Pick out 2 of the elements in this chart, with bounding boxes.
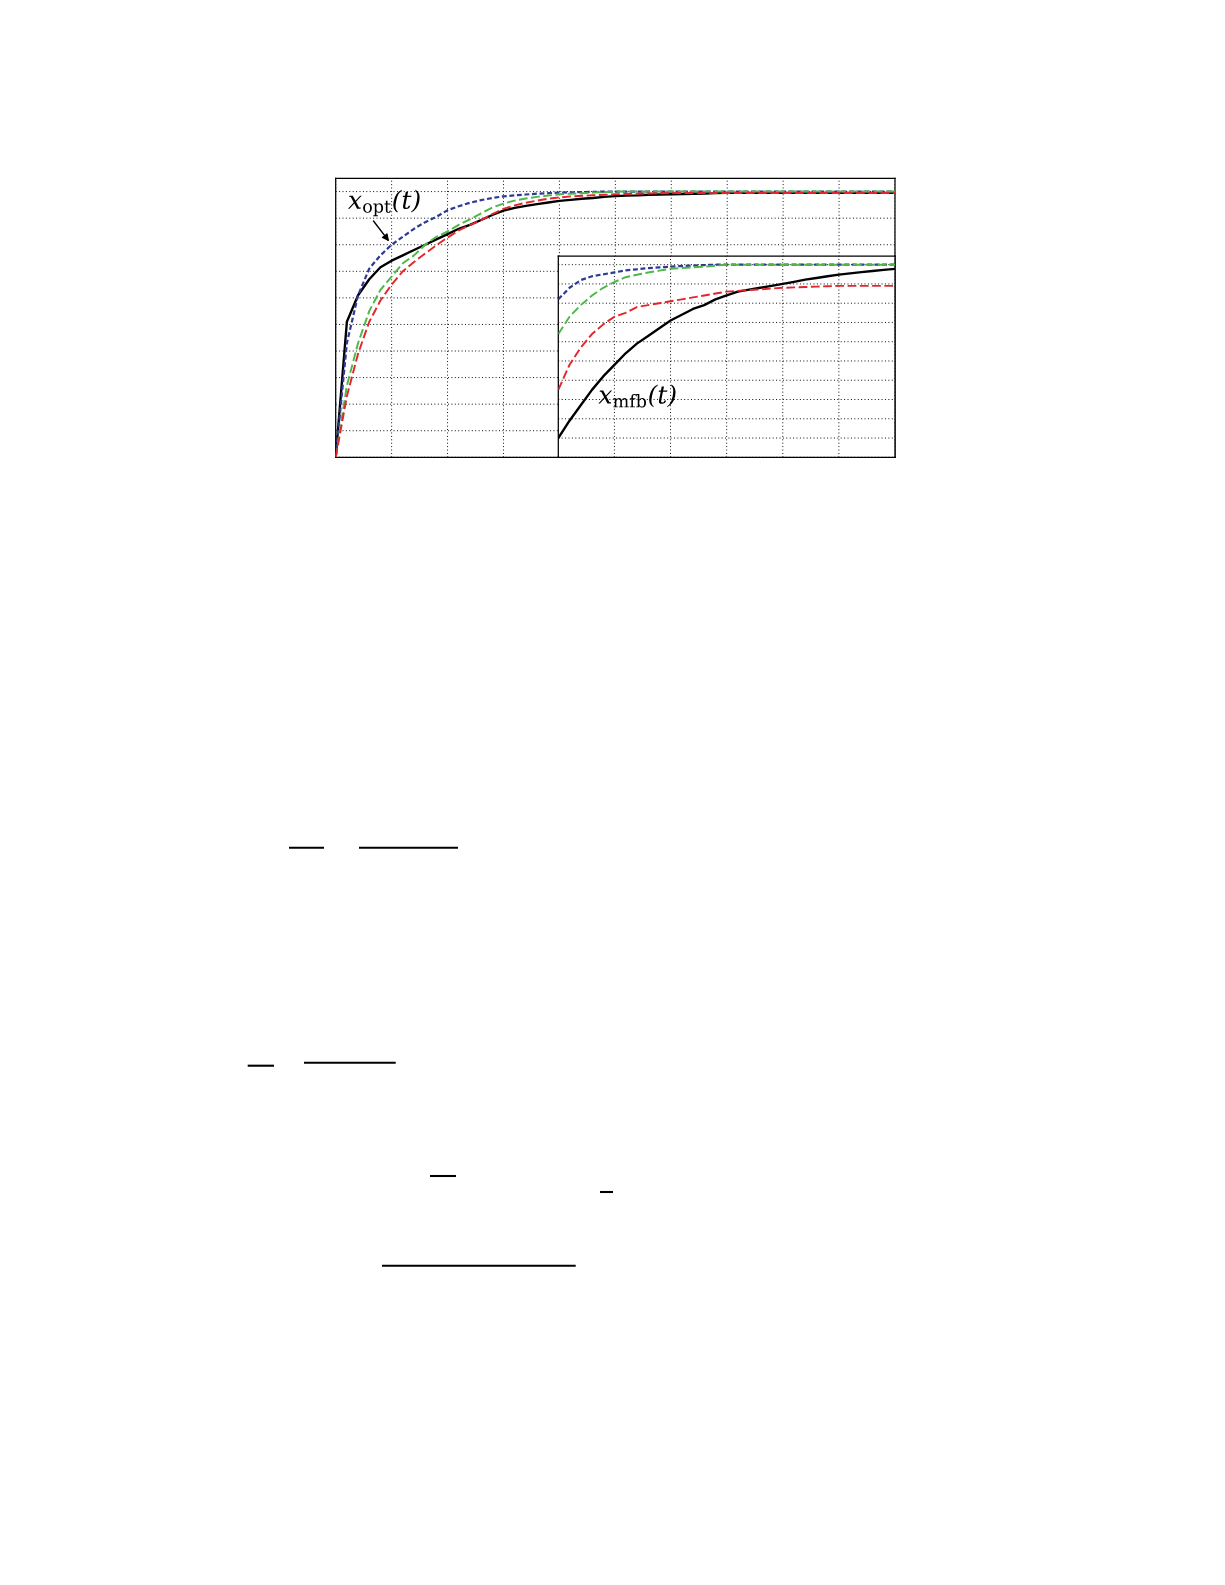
series-label: x$_{opt}$(t) xyxy=(348,189,420,217)
series-label: x$_{mfb}$(t) xyxy=(598,384,676,408)
